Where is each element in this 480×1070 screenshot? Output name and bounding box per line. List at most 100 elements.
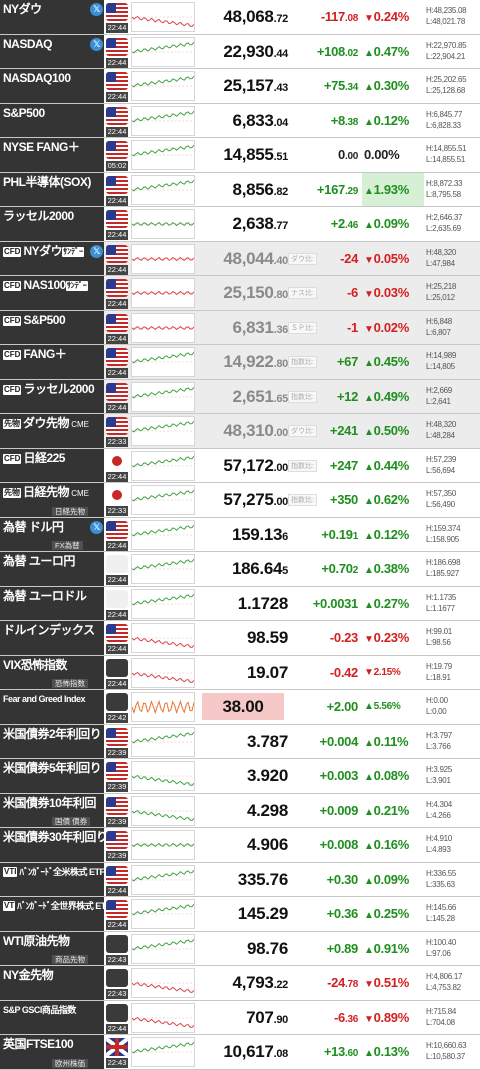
intraday-chart[interactable]: [131, 450, 195, 481]
ticker-row[interactable]: Fear and Greed Index 22:42 38.00 +2.00 ▲5.56…: [0, 690, 480, 725]
ticker-row[interactable]: NASDAQ 𝕏 22:44 22,930.44 +108.02 ▲0.47% H:22,9…: [0, 34, 480, 70]
ticker-row[interactable]: NASDAQ100 22:44 25,157.43 +75.34 ▲0.30% H:25,…: [0, 69, 480, 104]
intraday-chart[interactable]: [131, 71, 195, 102]
ticker-name[interactable]: 為替 ユーロドル: [0, 586, 104, 621]
intraday-chart[interactable]: [131, 347, 195, 378]
x-share-icon[interactable]: 𝕏: [90, 520, 103, 534]
ticker-name[interactable]: VIX恐怖指数 恐怖指数: [0, 655, 104, 690]
intraday-chart[interactable]: [131, 761, 195, 792]
intraday-chart[interactable]: [131, 36, 195, 67]
ticker-name[interactable]: ドルインデックス: [0, 621, 104, 655]
intraday-chart[interactable]: [131, 1002, 195, 1033]
ticker-name[interactable]: 先物 日経先物 CME 日経先物: [0, 483, 104, 517]
intraday-chart[interactable]: [131, 933, 195, 964]
ticker-row[interactable]: 為替 ユーロ円 22:44 186.645 +0.702 ▲0.38% H:186.698…: [0, 552, 480, 587]
x-share-icon[interactable]: 𝕏: [90, 3, 103, 16]
ticker-name[interactable]: 為替 ユーロ円: [0, 552, 104, 586]
intraday-chart[interactable]: [131, 830, 195, 861]
ticker-row[interactable]: VIX恐怖指数 恐怖指数 22:44 19.07 -0.42 ▼2.15% H:19.79 L…: [0, 655, 480, 691]
intraday-chart[interactable]: [131, 381, 195, 412]
ticker-name[interactable]: 英国FTSE100 欧州株価: [0, 1035, 104, 1069]
ticker-row[interactable]: 米国債券10年利回 国債 債券 22:39 4.298 +0.009 ▲0.21% H:4.…: [0, 793, 480, 829]
intraday-chart[interactable]: [131, 140, 195, 171]
ticker-name[interactable]: CFD NYダウｻﾝﾃﾞｰ 𝕏: [0, 241, 104, 276]
ticker-name[interactable]: NYSE FANG＋: [0, 138, 104, 172]
intraday-chart[interactable]: [131, 864, 195, 895]
ticker-name[interactable]: WTI原油先物 商品先物: [0, 931, 104, 966]
ticker-row[interactable]: 英国FTSE100 欧州株価 22:43 10,617.08 +13.60 ▲0.13% H…: [0, 1035, 480, 1070]
ticker-name[interactable]: CFD S&P500: [0, 310, 104, 345]
intraday-chart[interactable]: [131, 623, 195, 654]
price-integer: 2,651: [232, 386, 274, 406]
ticker-name[interactable]: CFD NAS100ｻﾝﾃﾞｰ: [0, 276, 104, 310]
ticker-row[interactable]: S&P500 22:44 6,833.04 +8.38 ▲0.12% H:6,845.77…: [0, 103, 480, 139]
ticker-name[interactable]: VTI ﾊﾞﾝｶﾞｰﾄﾞ全米株式 ETF: [0, 862, 104, 897]
intraday-chart[interactable]: [131, 105, 195, 136]
intraday-chart[interactable]: [131, 278, 195, 309]
ticker-name[interactable]: CFD ラッセル2000: [0, 379, 104, 414]
ticker-name[interactable]: VT ﾊﾞﾝｶﾞｰﾄﾞ全世界株式 ETF: [0, 897, 104, 931]
ticker-row[interactable]: NY金先物 22:43 4,793.22 -24.78 ▼0.51% H:4,806.17…: [0, 966, 480, 1001]
ticker-row[interactable]: 先物 日経先物 CME 日経先物 22:33 57,275.00 指数比: +350 ▲0.6…: [0, 483, 480, 518]
intraday-chart[interactable]: [131, 312, 195, 343]
ticker-name[interactable]: NY金先物: [0, 966, 104, 1000]
intraday-chart[interactable]: [131, 174, 195, 205]
ticker-row[interactable]: CFD S&P500 22:44 6,831.36 ＳＰ比: -1 ▼0.02% H:6,84…: [0, 310, 480, 346]
intraday-chart[interactable]: [131, 485, 195, 516]
ticker-name[interactable]: 為替 ドル円 FX為替 𝕏: [0, 517, 104, 552]
intraday-chart[interactable]: [131, 2, 195, 32]
intraday-chart[interactable]: [131, 209, 195, 240]
ticker-row[interactable]: ラッセル2000 22:44 2,638.77 +2.46 ▲0.09% H:2,646.…: [0, 207, 480, 242]
ticker-row[interactable]: PHL半導体(SOX) 22:44 8,856.82 +167.29 ▲1.93% H:8…: [0, 172, 480, 208]
ticker-name[interactable]: 先物 ダウ先物 CME: [0, 414, 104, 448]
ticker-row[interactable]: S&P GSCI商品指数 22:44 707.90 -6.36 ▼0.89% H:715.…: [0, 1000, 480, 1036]
ticker-row[interactable]: CFD ラッセル2000 22:44 2,651.65 指数比: +12 ▲0.49% H:2…: [0, 379, 480, 415]
ticker-name[interactable]: CFD FANG＋: [0, 345, 104, 379]
ticker-row[interactable]: VTI ﾊﾞﾝｶﾞｰﾄﾞ全米株式 ETF 22:44 335.76 +0.30 ▲0.09…: [0, 862, 480, 898]
x-share-icon[interactable]: 𝕏: [90, 37, 103, 51]
ticker-name[interactable]: NASDAQ100: [0, 69, 104, 103]
intraday-chart[interactable]: [131, 554, 195, 585]
ticker-name[interactable]: 米国債券2年利回り: [0, 724, 104, 759]
intraday-chart[interactable]: [131, 243, 195, 274]
ticker-row[interactable]: 米国債券2年利回り 22:39 3.787 +0.004 ▲0.11% H:3.797 L:…: [0, 724, 480, 760]
ticker-row[interactable]: 為替 ドル円 FX為替 𝕏 22:44 159.136 +0.191 ▲0.12% H:159…: [0, 517, 480, 553]
intraday-chart[interactable]: [131, 795, 195, 826]
intraday-chart[interactable]: [131, 416, 195, 447]
ticker-row[interactable]: CFD NAS100ｻﾝﾃﾞｰ 22:44 25,150.80 ナス比: -6 ▼0.03%…: [0, 276, 480, 311]
ticker-row[interactable]: 為替 ユーロドル 22:44 1.1728 +0.0031 ▲0.27% H:1.1735…: [0, 586, 480, 622]
ticker-row[interactable]: 先物 ダウ先物 CME 22:33 48,310.00 ダウ比: +241 ▲0.50% H:…: [0, 414, 480, 449]
ticker-name[interactable]: PHL半導体(SOX): [0, 172, 104, 207]
intraday-chart[interactable]: [131, 657, 195, 688]
intraday-chart[interactable]: [131, 726, 195, 757]
x-share-icon[interactable]: 𝕏: [90, 244, 103, 258]
ticker-name[interactable]: NASDAQ 𝕏: [0, 34, 104, 69]
ticker-name[interactable]: NYダウ 𝕏: [0, 0, 104, 34]
ticker-name[interactable]: S&P GSCI商品指数: [0, 1000, 104, 1035]
ticker-name[interactable]: 米国債券30年利回り: [0, 828, 104, 862]
ticker-name[interactable]: CFD 日経225: [0, 448, 104, 483]
ticker-name[interactable]: S&P500: [0, 103, 104, 138]
intraday-chart[interactable]: [131, 968, 195, 999]
intraday-chart[interactable]: [131, 899, 195, 930]
ticker-row[interactable]: CFD NYダウｻﾝﾃﾞｰ 𝕏 22:44 48,044.40 ダウ比: -24 ▼0.05%…: [0, 241, 480, 277]
ticker-row[interactable]: CFD FANG＋ 22:44 14,922.80 指数比: +67 ▲0.45% H:14,…: [0, 345, 480, 380]
ticker-name[interactable]: ラッセル2000: [0, 207, 104, 241]
intraday-chart[interactable]: [131, 588, 195, 619]
ticker-row[interactable]: WTI原油先物 商品先物 22:43 98.76 +0.89 ▲0.91% H:100.40…: [0, 931, 480, 967]
ticker-tag: CFD: [3, 384, 22, 395]
ticker-name[interactable]: 米国債券10年利回 国債 債券: [0, 793, 104, 828]
ticker-row[interactable]: NYダウ 𝕏 22:44 48,068.72 -117.08 ▼0.24% H:48,235…: [0, 0, 480, 35]
ticker-row[interactable]: 米国債券30年利回り 22:39 4.906 +0.008 ▲0.16% H:4.910 L…: [0, 828, 480, 863]
ticker-name[interactable]: 米国債券5年利回り: [0, 759, 104, 793]
ticker-row[interactable]: ドルインデックス 22:44 98.59 -0.23 ▼0.23% H:99.01 L:98…: [0, 621, 480, 656]
intraday-chart[interactable]: [131, 519, 195, 550]
ticker-row[interactable]: VT ﾊﾞﾝｶﾞｰﾄﾞ全世界株式 ETF 22:44 145.29 +0.36 ▲0.25…: [0, 897, 480, 932]
ticker-row[interactable]: CFD 日経225 22:44 57,172.00 指数比: +247 ▲0.44% H:57…: [0, 448, 480, 484]
ticker-row[interactable]: 米国債券5年利回り 22:39 3.920 +0.003 ▲0.08% H:3.925 L:…: [0, 759, 480, 794]
intraday-chart[interactable]: [131, 692, 195, 723]
intraday-chart[interactable]: [131, 1037, 195, 1068]
ticker-name[interactable]: Fear and Greed Index: [0, 690, 104, 724]
percent-value: 0.13%: [373, 1044, 410, 1060]
ticker-row[interactable]: NYSE FANG＋ 05:02 14,855.51 0.00 0.00% H:14,85…: [0, 138, 480, 173]
